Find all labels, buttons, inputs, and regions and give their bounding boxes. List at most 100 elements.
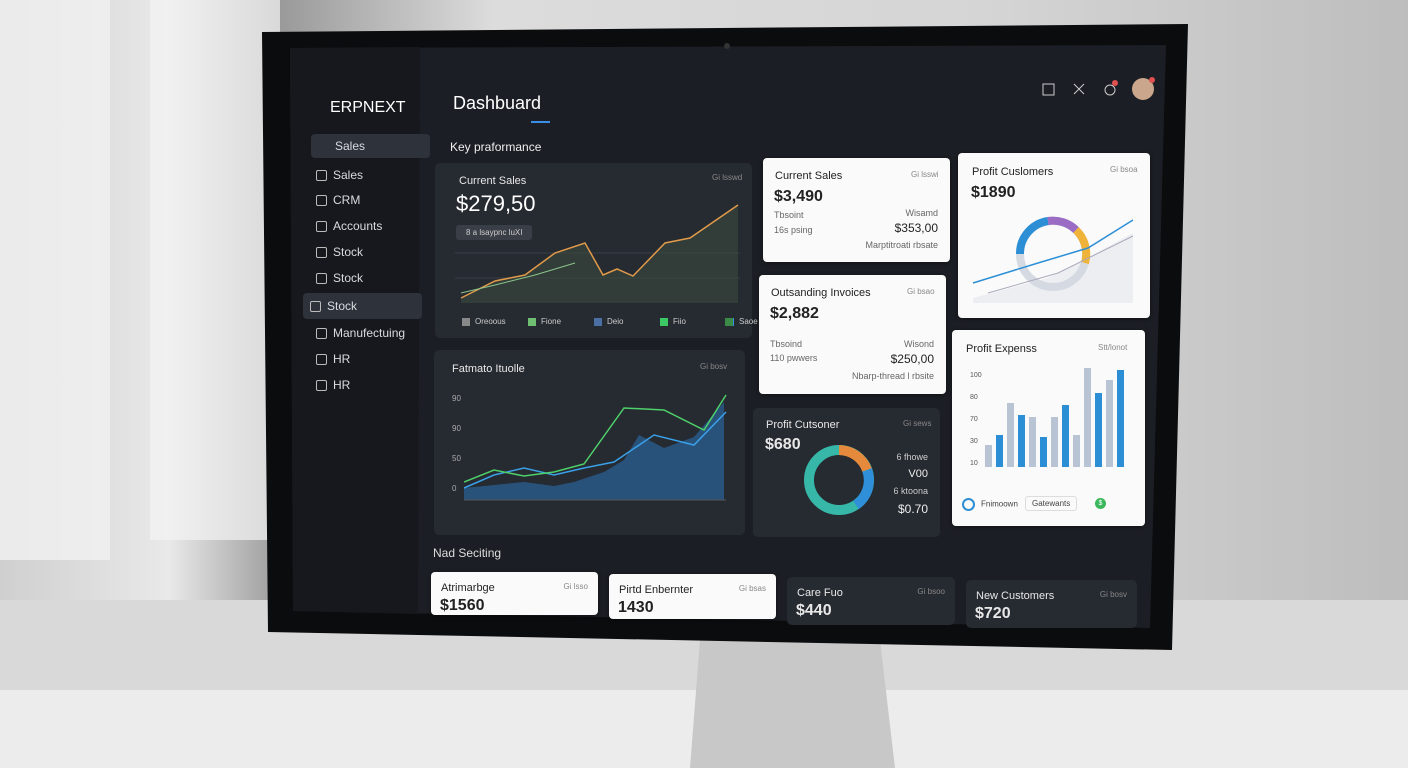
section-toggle[interactable]: Sales: [311, 134, 430, 158]
menu-icon: [316, 328, 327, 339]
legend-item: Fnimoown: [962, 498, 1018, 511]
menu-icon: [316, 354, 327, 365]
card-title: Care Fuo: [797, 587, 843, 599]
card-value: $1890: [971, 184, 1016, 201]
menu-item[interactable]: Sales: [333, 168, 364, 182]
card-tag: Gi bsoa: [1110, 165, 1138, 174]
y-label: 70: [970, 416, 978, 423]
section-title: Key praformance: [450, 140, 542, 154]
current-sales-card: Current Sales Gi lsswi $3,490 Tbsoint 16…: [763, 158, 950, 262]
stat-card: Pirtd Enbernter Gi bsas 1430: [609, 574, 776, 619]
legend-label: Oreoous: [475, 317, 506, 326]
menu-icon: [316, 221, 327, 232]
stat-card: New Customers Gi bosv $720: [966, 580, 1137, 628]
card-value: $440: [796, 602, 832, 619]
stat-card: Care Fuo Gi bsoo $440: [787, 577, 955, 625]
left-label: Tbsoind: [770, 339, 803, 349]
legend-label: Fione: [541, 317, 562, 326]
y-label: 0: [452, 484, 457, 493]
card-title: Outsanding Invoices: [771, 287, 871, 299]
menu-item[interactable]: HR: [333, 352, 351, 366]
card-value: $3,490: [774, 188, 823, 205]
card-title: Current Sales: [459, 175, 527, 187]
card-value: $680: [765, 436, 801, 453]
card-title: Pirtd Enbernter: [619, 584, 693, 596]
menu-icon: [316, 247, 327, 258]
y-label: 80: [970, 394, 978, 401]
y-label: 90: [452, 394, 461, 403]
card-tag: Gi lsso: [563, 582, 588, 591]
area-chart: [464, 394, 727, 501]
card-tag: Gi bsas: [738, 584, 766, 593]
card-title: Current Sales: [775, 170, 843, 182]
card-title: Profit Cuslomers: [972, 166, 1054, 178]
menu-item[interactable]: Accounts: [333, 219, 383, 233]
y-label: 30: [970, 438, 978, 445]
menu-item[interactable]: Manufectuing: [333, 326, 406, 340]
menu-icon: [316, 380, 327, 391]
legend-label: Fnimoown: [981, 499, 1018, 509]
y-label: 100: [970, 372, 982, 379]
donut-card: Profit Cutsoner Gi sews $680 6 fhowe V00…: [753, 408, 940, 537]
section-title: Nad Seciting: [433, 546, 502, 560]
card-value: $1560: [440, 597, 485, 614]
menu-item[interactable]: Stock: [333, 245, 364, 259]
menu-icon: [316, 273, 327, 284]
brand: ERPNEXT: [330, 99, 406, 116]
left-label: 110 pwwers: [770, 353, 818, 363]
menu-icon: [310, 301, 321, 312]
legend-chip[interactable]: Gatewants: [1025, 496, 1078, 511]
card-title: Profit Cutsoner: [766, 419, 840, 431]
right-value: $250,00: [890, 352, 934, 366]
outstanding-card: Outsanding Invoices Gi bsao $2,882 Tbsoi…: [759, 275, 946, 394]
ring-chart: [972, 216, 1134, 303]
badge: $: [1095, 498, 1106, 509]
donut-label: 6 fhowe: [896, 452, 928, 462]
card-note: Nbarp-thread l rbsite: [851, 371, 934, 381]
card-value: 1430: [618, 599, 654, 616]
card-tag: Stt/lonot: [1098, 343, 1128, 352]
active-highlight: [303, 293, 422, 319]
sales-card: Current Sales Gi lsswd $279,50 8 a lsayp…: [435, 163, 758, 338]
legend-label: Fiio: [673, 317, 686, 326]
stat-card: Atrimarbge Gi lsso $1560: [431, 572, 598, 615]
pill: 8 a lsaypnc luXI: [456, 225, 533, 240]
right-label: Wisond: [903, 339, 934, 349]
line-chart: [455, 204, 740, 303]
menu-item[interactable]: CRM: [333, 193, 361, 207]
donut-chart: [804, 445, 874, 515]
donut-label: 6 ktoona: [893, 486, 928, 496]
menu-item[interactable]: Stock: [327, 299, 358, 313]
expense-card: Profit Expenss Stt/lonot 100 80 70 30 10 Fni…: [952, 330, 1145, 526]
menu-item[interactable]: Stock: [333, 271, 364, 285]
card-title: New Customers: [976, 590, 1055, 602]
legend-label: Saoe: [739, 317, 758, 326]
card-tag: Gi sews: [903, 419, 932, 428]
right-label: Wisamd: [905, 208, 938, 218]
donut-label: $0.70: [897, 502, 928, 516]
card-value: $2,882: [770, 305, 819, 322]
area-card: Fatmato Ituolle Gi bosv 90 90 50 0: [434, 350, 745, 535]
card-title: Fatmato Ituolle: [452, 363, 525, 375]
card-title: Atrimarbge: [441, 582, 495, 594]
card-tag: Gi bsoo: [917, 587, 945, 596]
y-label: 50: [452, 454, 461, 463]
profit-customers-card: Profit Cuslomers Gi bsoa $1890: [958, 153, 1150, 318]
legend-swatch: [462, 318, 470, 326]
card-value: $720: [975, 605, 1011, 622]
left-label: 16s psing: [774, 225, 813, 235]
tab-underline: [531, 121, 550, 123]
legend-swatch: [528, 318, 536, 326]
legend-swatch: [594, 318, 602, 326]
card-tag: Gi lsswi: [911, 170, 939, 179]
bar-chart: [985, 368, 1124, 467]
left-label: Tbsoint: [774, 210, 804, 220]
header-icons[interactable]: [1038, 76, 1163, 102]
menu-icon: [316, 195, 327, 206]
donut-label: V00: [908, 468, 928, 480]
menu-item[interactable]: HR: [333, 378, 351, 392]
page-title: Dashbuard: [453, 93, 542, 113]
card-value: $279,50: [456, 191, 536, 216]
right-value: $353,00: [894, 221, 938, 235]
